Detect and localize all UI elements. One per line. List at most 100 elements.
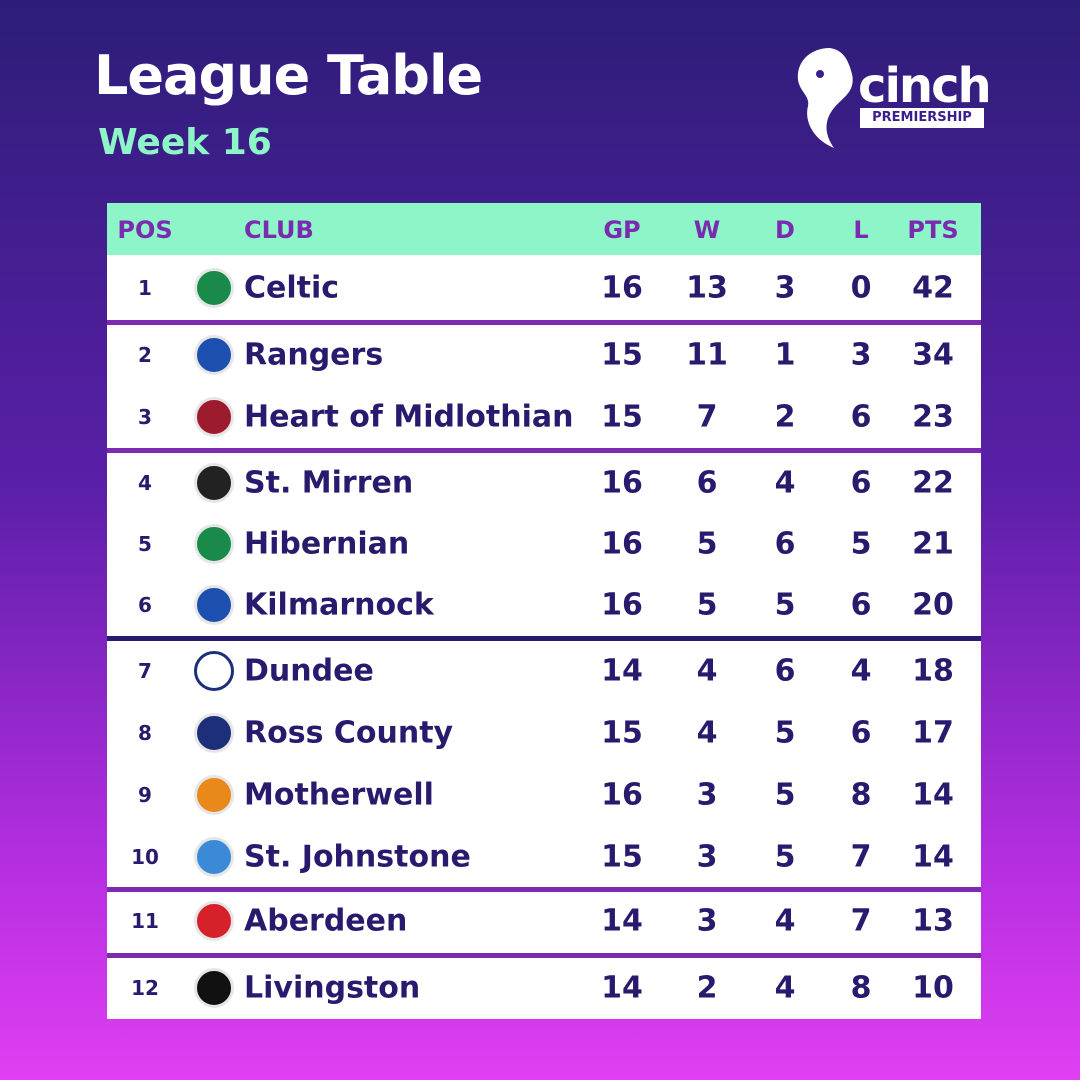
stat: 16 (601, 465, 643, 501)
stat: 6 (850, 399, 872, 435)
stat: 18 (912, 653, 954, 689)
club-crest (194, 837, 234, 877)
stat: 15 (601, 399, 643, 435)
stat: 6 (774, 653, 796, 689)
position: 5 (138, 532, 152, 556)
stat: 34 (912, 337, 954, 373)
stat: 4 (774, 465, 796, 501)
stat: 3 (774, 270, 796, 306)
stat: 4 (850, 653, 872, 689)
club-crest (194, 335, 234, 375)
club-crest (194, 901, 234, 941)
position: 12 (131, 976, 159, 1000)
stat: 10 (912, 970, 954, 1006)
stat: 4 (696, 715, 718, 751)
club-crest (194, 268, 234, 308)
stat: 15 (601, 337, 643, 373)
position: 8 (138, 721, 152, 745)
stat: 16 (601, 777, 643, 813)
separator (107, 636, 981, 641)
club-name: Celtic (244, 270, 340, 306)
position: 7 (138, 659, 152, 683)
stat: 14 (912, 839, 954, 875)
stat: 14 (601, 653, 643, 689)
stat: 6 (696, 465, 718, 501)
club-crest (194, 651, 234, 691)
stat: 5 (850, 526, 872, 562)
stat: 3 (696, 777, 718, 813)
stat: 2 (774, 399, 796, 435)
stat: 4 (774, 970, 796, 1006)
lion-logo (797, 48, 853, 148)
stat: 5 (696, 526, 718, 562)
stat: 7 (850, 839, 872, 875)
club-name: Livingston (244, 970, 421, 1006)
club-name: Hibernian (244, 526, 410, 562)
column-header: D (775, 216, 795, 244)
stat: 13 (912, 903, 954, 939)
stat: 8 (850, 777, 872, 813)
stat: 6 (850, 587, 872, 623)
stat: 20 (912, 587, 954, 623)
stat: 8 (850, 970, 872, 1006)
stat: 7 (696, 399, 718, 435)
club-name: Dundee (244, 653, 374, 689)
club-name: Aberdeen (244, 903, 408, 939)
stat: 4 (696, 653, 718, 689)
position: 11 (131, 909, 159, 933)
position: 4 (138, 471, 152, 495)
position: 1 (138, 276, 152, 300)
stat: 16 (601, 526, 643, 562)
column-header: POS (117, 216, 173, 244)
club-crest (194, 585, 234, 625)
club-name: Kilmarnock (244, 587, 434, 623)
stat: 5 (774, 777, 796, 813)
subtitle: Week 16 (98, 122, 272, 163)
stat: 13 (686, 270, 728, 306)
club-name: St. Johnstone (244, 839, 471, 875)
stat: 0 (850, 270, 872, 306)
stat: 5 (774, 587, 796, 623)
stat: 4 (774, 903, 796, 939)
column-header: W (693, 216, 721, 244)
stat: 7 (850, 903, 872, 939)
brand: cinch (858, 58, 992, 114)
stat: 15 (601, 715, 643, 751)
separator (107, 887, 981, 892)
club-crest (194, 463, 234, 503)
stat: 23 (912, 399, 954, 435)
column-header: CLUB (244, 216, 314, 244)
position: 3 (138, 405, 152, 429)
club-crest (194, 968, 234, 1008)
stat: 6 (774, 526, 796, 562)
league-name: PREMIERSHIP (860, 108, 984, 128)
club-name: Motherwell (244, 777, 434, 813)
club-name: Heart of Midlothian (244, 399, 574, 435)
stat: 16 (601, 270, 643, 306)
league-table: POS CLUB GP W D L PTS 1 Celtic 16 13 3 0 42 2 Rangers 1… (107, 203, 981, 1019)
stat: 22 (912, 465, 954, 501)
separator (107, 448, 981, 453)
stat: 5 (696, 587, 718, 623)
stat: 15 (601, 839, 643, 875)
separator (107, 952, 981, 958)
stat: 14 (601, 970, 643, 1006)
separator (107, 319, 981, 325)
stat: 5 (774, 715, 796, 751)
stat: 3 (850, 337, 872, 373)
club-name: St. Mirren (244, 465, 414, 501)
stat: 16 (601, 587, 643, 623)
club-crest (194, 397, 234, 437)
stat: 3 (696, 839, 718, 875)
stat: 6 (850, 715, 872, 751)
stat: 17 (912, 715, 954, 751)
position: 10 (131, 845, 159, 869)
stat: 14 (601, 903, 643, 939)
stat: 21 (912, 526, 954, 562)
position: 6 (138, 593, 152, 617)
stat: 11 (686, 337, 728, 373)
stat: 2 (696, 970, 718, 1006)
club-crest (194, 524, 234, 564)
stat: 5 (774, 839, 796, 875)
